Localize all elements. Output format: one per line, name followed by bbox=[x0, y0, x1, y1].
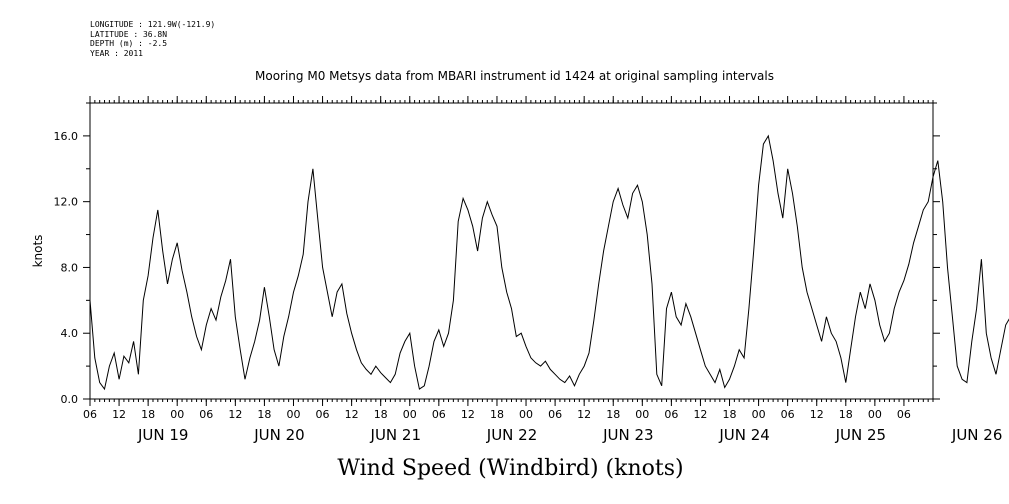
x-tick-label: 00 bbox=[635, 408, 649, 421]
x-tick-label: 06 bbox=[664, 408, 678, 421]
x-tick-label: 18 bbox=[839, 408, 853, 421]
chart-title: Mooring M0 Metsys data from MBARI instru… bbox=[255, 69, 774, 83]
x-tick-label: 18 bbox=[141, 408, 155, 421]
station-metadata: LONGITUDE : 121.9W(-121.9) LATITUDE : 36… bbox=[90, 20, 215, 58]
x-tick-label: 12 bbox=[577, 408, 591, 421]
x-tick-label: 00 bbox=[403, 408, 417, 421]
x-tick-label: 00 bbox=[868, 408, 882, 421]
x-tick-label: 12 bbox=[345, 408, 359, 421]
x-tick-label: 18 bbox=[257, 408, 271, 421]
x-tick-label: 18 bbox=[490, 408, 504, 421]
year-text: YEAR : 2011 bbox=[90, 48, 143, 58]
day-label: JUN 22 bbox=[486, 426, 537, 444]
latitude-text: LATITUDE : 36.8N bbox=[90, 29, 168, 39]
x-tick-label: 06 bbox=[897, 408, 911, 421]
depth-text: DEPTH (m) : -2.5 bbox=[90, 39, 168, 48]
plot-frame bbox=[89, 100, 934, 402]
x-tick-label: 12 bbox=[693, 408, 707, 421]
x-tick-label: 18 bbox=[374, 408, 388, 421]
x-tick-label: 12 bbox=[461, 408, 475, 421]
x-tick-label: 00 bbox=[519, 408, 533, 421]
y-tick-label: 0.0 bbox=[61, 393, 79, 406]
x-tick-label: 12 bbox=[112, 408, 126, 421]
x-tick-label: 18 bbox=[606, 408, 620, 421]
day-label: JUN 26 bbox=[951, 426, 1002, 444]
x-tick-label: 00 bbox=[752, 408, 766, 421]
y-axis: 0.0 4.0 8.0 12.0 16.0 bbox=[54, 102, 940, 406]
x-tick-label: 06 bbox=[781, 408, 795, 421]
y-tick-label: 8.0 bbox=[61, 261, 79, 274]
x-tick-label: 00 bbox=[286, 408, 300, 421]
x-tick-label: 06 bbox=[316, 408, 330, 421]
x-tick-label: 06 bbox=[199, 408, 213, 421]
day-label: JUN 21 bbox=[370, 426, 421, 444]
x-axis-title: Wind Speed (Windbird) (knots) bbox=[337, 456, 683, 481]
y-axis-title: knots bbox=[31, 235, 45, 268]
day-label: JUN 23 bbox=[602, 426, 653, 444]
x-tick-label: 18 bbox=[723, 408, 737, 421]
y-tick-label: 4.0 bbox=[61, 327, 79, 340]
y-tick-label: 12.0 bbox=[54, 196, 79, 209]
day-label: JUN 25 bbox=[835, 426, 886, 444]
x-tick-label: 00 bbox=[170, 408, 184, 421]
longitude-text: LONGITUDE : 121.9W(-121.9) bbox=[90, 20, 216, 29]
x-axis: 06 12 18 00 06 12 18 00 06 12 18 00 06 12 18 00 06 12 18 00… bbox=[83, 96, 1002, 444]
x-tick-label: 06 bbox=[83, 408, 97, 421]
plot-border bbox=[89, 102, 934, 400]
day-label: JUN 24 bbox=[718, 426, 769, 444]
day-label: JUN 19 bbox=[137, 426, 188, 444]
y-tick-label: 16.0 bbox=[54, 130, 79, 143]
x-tick-label: 12 bbox=[810, 408, 824, 421]
day-label: JUN 20 bbox=[253, 426, 304, 444]
wind-speed-line bbox=[89, 134, 1009, 391]
x-tick-label: 06 bbox=[432, 408, 446, 421]
x-tick-label: 06 bbox=[548, 408, 562, 421]
x-tick-label: 12 bbox=[228, 408, 242, 421]
